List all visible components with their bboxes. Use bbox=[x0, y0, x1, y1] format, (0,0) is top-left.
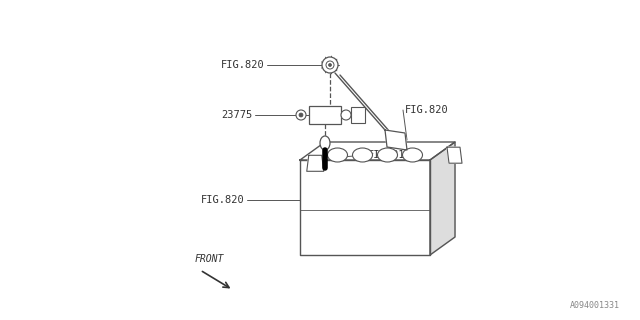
Ellipse shape bbox=[328, 148, 348, 162]
Text: FIG.810: FIG.810 bbox=[368, 150, 412, 160]
Circle shape bbox=[326, 61, 334, 69]
Ellipse shape bbox=[320, 136, 330, 150]
Polygon shape bbox=[447, 147, 462, 163]
Polygon shape bbox=[300, 160, 430, 255]
Ellipse shape bbox=[353, 148, 372, 162]
Text: FRONT: FRONT bbox=[195, 254, 225, 264]
Polygon shape bbox=[385, 130, 407, 150]
Polygon shape bbox=[430, 142, 455, 255]
Text: 23775: 23775 bbox=[221, 110, 253, 120]
Polygon shape bbox=[307, 155, 324, 171]
Text: FIG.820: FIG.820 bbox=[201, 195, 245, 205]
Bar bbox=[309, 106, 341, 124]
Ellipse shape bbox=[296, 110, 306, 120]
Ellipse shape bbox=[403, 148, 422, 162]
Circle shape bbox=[322, 57, 338, 73]
Text: FIG.820: FIG.820 bbox=[221, 60, 265, 70]
Bar bbox=[351, 107, 365, 123]
Circle shape bbox=[328, 63, 332, 67]
Text: A094001331: A094001331 bbox=[570, 301, 620, 310]
Ellipse shape bbox=[341, 110, 351, 120]
Text: FIG.820: FIG.820 bbox=[405, 105, 449, 115]
Polygon shape bbox=[300, 142, 455, 160]
Ellipse shape bbox=[378, 148, 397, 162]
Ellipse shape bbox=[299, 113, 303, 117]
